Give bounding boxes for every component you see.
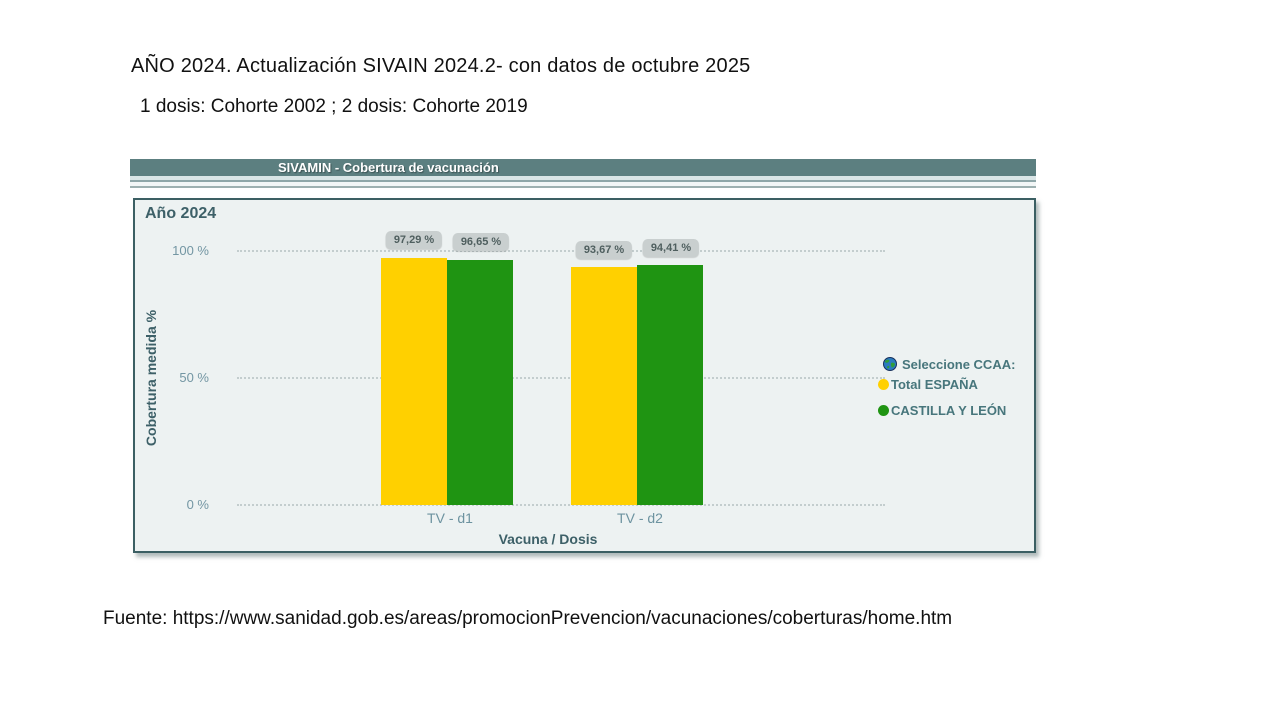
widget-titlebar: SIVAMIN - Cobertura de vacunación [130, 159, 1036, 176]
titlebar-separator [130, 180, 1036, 182]
bar-castilla-y-leon-tv-d2 [637, 265, 703, 505]
series-color-dot [878, 378, 889, 390]
chart-title: Año 2024 [145, 205, 217, 222]
gridline-0 [237, 504, 885, 506]
globe-icon [883, 357, 897, 371]
source-text: Fuente: https://www.sanidad.gob.es/areas… [103, 608, 953, 629]
chart-panel: Año 2024 Cobertura medida % 100 % 50 % 0… [133, 198, 1036, 553]
titlebar-separator [130, 186, 1036, 188]
y-tick-100: 100 % [172, 243, 209, 258]
legend-item-label: Total ESPAÑA [891, 376, 978, 392]
titlebar-separator [130, 182, 1036, 186]
bar-total-espana-tv-d1 [381, 257, 447, 505]
series-color-dot [878, 404, 889, 416]
legend-item-label: CASTILLA Y LEÓN [891, 402, 1007, 418]
legend-item-total-espana[interactable]: Total ESPAÑA [878, 375, 1015, 393]
gridline-100 [237, 250, 885, 252]
value-badge: 96,65 % [452, 233, 510, 251]
titlebar-separator [130, 176, 1036, 180]
x-tick-tv-d1: TV - d1 [427, 510, 473, 526]
legend-item-castilla-y-leon[interactable]: CASTILLA Y LEÓN [878, 401, 1015, 419]
legend-header[interactable]: Seleccione CCAA: [883, 355, 1015, 373]
legend-header-label: Seleccione CCAA: [902, 356, 1016, 372]
page-subtitle: 1 dosis: Cohorte 2002 ; 2 dosis: Cohorte… [140, 96, 528, 117]
gridline-50 [237, 377, 885, 379]
page-title: AÑO 2024. Actualización SIVAIN 2024.2- c… [131, 55, 751, 77]
y-tick-0: 0 % [186, 497, 209, 512]
legend: Seleccione CCAA: Total ESPAÑA CASTILLA Y… [878, 355, 1015, 419]
bar-total-espana-tv-d2 [571, 267, 637, 505]
x-tick-tv-d2: TV - d2 [617, 510, 663, 526]
value-badge: 93,67 % [575, 241, 633, 259]
value-badge: 94,41 % [642, 239, 700, 257]
value-badge: 97,29 % [385, 231, 443, 249]
y-tick-50: 50 % [179, 370, 209, 385]
bar-castilla-y-leon-tv-d1 [447, 259, 513, 505]
x-axis-label: Vacuna / Dosis [498, 531, 598, 547]
